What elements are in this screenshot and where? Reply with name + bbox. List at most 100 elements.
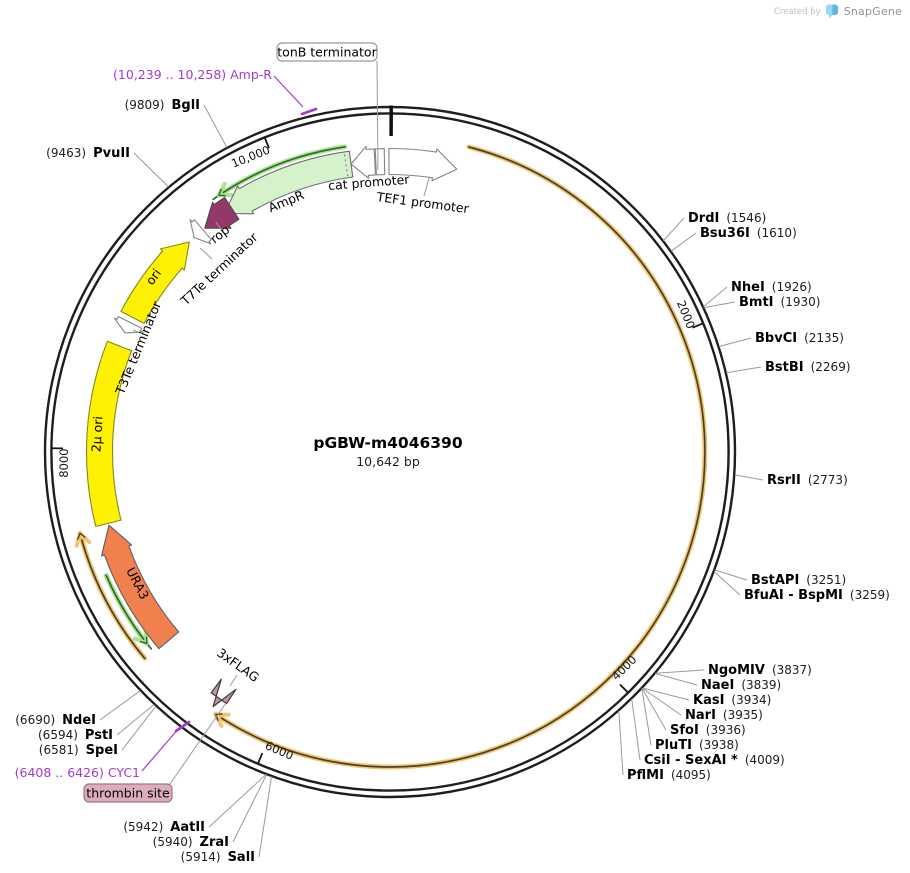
boxed-label-leader-tonB-terminator bbox=[376, 60, 379, 171]
enzyme-label-BstBI: BstBI (2269) bbox=[765, 360, 851, 375]
enzyme-label-PflMI: PflMI (4095) bbox=[627, 768, 711, 783]
feature-cat-promoter bbox=[350, 145, 377, 179]
boxed-label-text-thrombin-site: thrombin site bbox=[86, 786, 170, 801]
enzyme-label-CsiI - SexAI *: CsiI - SexAI * (4009) bbox=[644, 753, 785, 768]
enzyme-label-NgoMIV: NgoMIV (3837) bbox=[708, 663, 812, 678]
feature-label-TEF1-promoter: TEF1 promoter bbox=[375, 189, 471, 216]
enzyme-leader-PluTI bbox=[641, 688, 652, 746]
enzyme-label-DrdI: DrdI (1546) bbox=[688, 211, 766, 226]
range-label-CYC1: (6408 .. 6426) CYC1 bbox=[15, 765, 140, 780]
enzyme-label-NaeI: NaeI (3839) bbox=[701, 678, 781, 693]
ampr-cds-arrowhead-core bbox=[218, 188, 226, 197]
boxed-label-box-thrombin-site bbox=[83, 783, 173, 803]
feature-AmpR-partial-boundary bbox=[343, 153, 349, 177]
enzyme-leader-AatII bbox=[208, 774, 267, 828]
enzyme-label-PluTI: PluTI (3938) bbox=[655, 738, 739, 753]
feature-TEF1-promoter bbox=[388, 147, 458, 182]
enzyme-leader-BstBI bbox=[726, 366, 762, 374]
range-label-Amp-R: (10,239 .. 10,258) Amp-R bbox=[113, 67, 272, 82]
scale-tick-10,000 bbox=[264, 137, 270, 149]
enzyme-label-NdeI: (6690) NdeI bbox=[15, 713, 96, 728]
plasmid-size: 10,642 bp bbox=[356, 454, 420, 469]
enzyme-leader-BbvCI bbox=[718, 337, 752, 347]
enzyme-leader-NgoMIV bbox=[655, 669, 705, 674]
enzyme-label-ZraI: (5940) ZraI bbox=[153, 835, 229, 850]
orf-arc-halo bbox=[213, 144, 708, 770]
feature-AmpR bbox=[223, 150, 354, 215]
enzyme-label-PstI: (6594) PstI bbox=[38, 728, 113, 743]
snapgene-credit: Created by SnapGene bbox=[774, 4, 902, 19]
boxed-label-box-tonB-terminator bbox=[276, 42, 378, 62]
enzyme-leader-SfoI bbox=[641, 688, 667, 731]
credit-brand: SnapGene bbox=[843, 5, 902, 18]
enzyme-leader-BfuAI - BspMI bbox=[713, 571, 741, 596]
feature-leader-line-2 bbox=[199, 247, 213, 260]
enzyme-leader-PflMI bbox=[618, 710, 624, 776]
plasmid-name: pGBW-m4046390 bbox=[313, 434, 462, 452]
enzyme-label-BmtI: BmtI (1930) bbox=[739, 295, 820, 310]
enzyme-label-Bsu36I: Bsu36I (1610) bbox=[700, 226, 797, 241]
enzyme-leader-PstI bbox=[116, 704, 155, 736]
feature-ori bbox=[120, 241, 190, 324]
range-tick-CYC1 bbox=[174, 720, 191, 733]
enzyme-label-NheI: NheI (1926) bbox=[731, 280, 812, 295]
scale-tick-label-10,000: 10,000 bbox=[229, 143, 272, 171]
enzyme-leader-KasI bbox=[642, 687, 690, 701]
enzyme-leader-NaeI bbox=[655, 673, 698, 686]
enzyme-label-SalI: (5914) SalI bbox=[181, 850, 255, 865]
boxed-label-text-tonB-terminator: tonB terminator bbox=[277, 45, 377, 60]
enzyme-leader-SpeI bbox=[121, 705, 157, 751]
enzyme-leader-BmtI bbox=[703, 301, 736, 309]
range-leader-Amp-R bbox=[273, 75, 304, 108]
enzyme-leader-Bsu36I bbox=[670, 232, 697, 252]
enzyme-leader-CsiI - SexAI * bbox=[631, 698, 641, 761]
enzyme-label-BfuAI - BspMI: BfuAI - BspMI (3259) bbox=[744, 588, 890, 603]
orf-arc-arrowhead-core bbox=[215, 713, 223, 721]
enzyme-leader-SalI bbox=[258, 776, 272, 858]
enzyme-leader-DrdI bbox=[663, 217, 685, 242]
scale-tick-label-8000: 8000 bbox=[57, 448, 71, 477]
backbone-outer-ring bbox=[43, 105, 737, 799]
ura3-green-core bbox=[105, 574, 153, 650]
feature-label-cat-promoter: cat promoter bbox=[328, 172, 411, 193]
credit-created-by: Created by bbox=[773, 6, 821, 17]
enzyme-leader-BglI bbox=[203, 104, 228, 148]
feature-T3Te-terminator bbox=[113, 316, 144, 334]
scale-tick-label-4000: 4000 bbox=[609, 652, 640, 683]
scale-tick-4000 bbox=[619, 683, 629, 693]
feature-leader-line-0 bbox=[423, 177, 430, 197]
enzyme-leader-ZraI bbox=[232, 774, 267, 843]
feature-leader-line-1 bbox=[215, 221, 223, 232]
enzyme-label-BbvCI: BbvCI (2135) bbox=[755, 331, 844, 346]
enzyme-label-SpeI: (6581) SpeI bbox=[39, 743, 118, 758]
orf-arc-core bbox=[220, 146, 706, 768]
feature-URA3 bbox=[101, 524, 180, 650]
range-tick-Amp-R bbox=[300, 107, 318, 116]
ura3-gold-arrowhead-core bbox=[76, 532, 86, 540]
ura3-green-arrowhead-core bbox=[139, 636, 148, 645]
enzyme-leader-BstAPI bbox=[714, 569, 748, 581]
feature-leader-line-4 bbox=[229, 674, 238, 687]
feature-T7Te-terminator bbox=[189, 219, 212, 245]
enzyme-label-BglI: (9809) BglI bbox=[125, 98, 200, 113]
scale-tick-6000 bbox=[257, 752, 264, 764]
enzyme-label-KasI: KasI (3934) bbox=[693, 693, 771, 708]
enzyme-leader-NarI bbox=[641, 687, 682, 716]
enzyme-label-BstAPI: BstAPI (3251) bbox=[751, 573, 846, 588]
enzyme-label-RsrII: RsrII (2773) bbox=[767, 473, 848, 488]
ura3-gold-core bbox=[80, 539, 146, 660]
feature-2u-ori bbox=[85, 340, 133, 528]
feature-rop bbox=[204, 196, 240, 229]
boxed-label-leader-thrombin-site bbox=[169, 702, 227, 785]
feature-tonB-terminator bbox=[374, 148, 386, 176]
feature-label-2μ-ori: 2μ ori bbox=[88, 416, 105, 453]
feature-leader-line-3 bbox=[132, 329, 149, 337]
scale-tick-label-6000: 6000 bbox=[263, 738, 295, 762]
enzyme-leader-NheI bbox=[703, 286, 728, 308]
enzyme-label-PvuII: (9463) PvuII bbox=[46, 146, 130, 161]
snapgene-logo-icon bbox=[825, 4, 838, 19]
enzyme-label-NarI: NarI (3935) bbox=[685, 708, 763, 723]
